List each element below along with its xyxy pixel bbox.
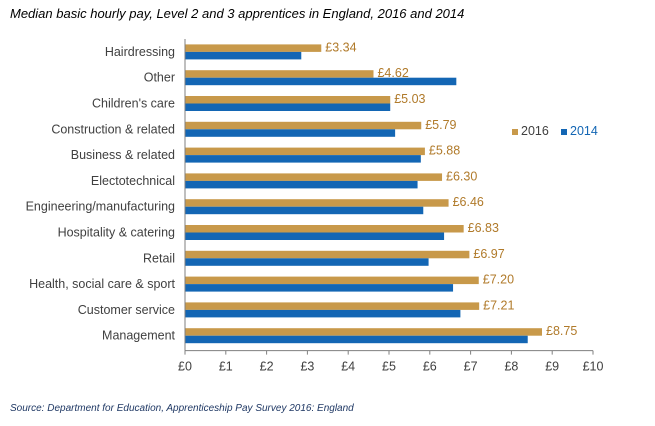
data-label-2016: £5.79 <box>425 118 456 132</box>
category-label: Retail <box>143 251 175 265</box>
bar-2014 <box>185 258 429 266</box>
chart-title: Median basic hourly pay, Level 2 and 3 a… <box>10 6 465 21</box>
category-label: Business & related <box>71 148 175 162</box>
data-label-2016: £5.03 <box>394 92 425 106</box>
bar-2014 <box>185 309 461 318</box>
bar-2014 <box>185 284 454 292</box>
bar-2016 <box>185 302 480 310</box>
x-tick-label: £2 <box>260 360 274 374</box>
data-label-2016: £8.75 <box>546 324 577 338</box>
bar-2014 <box>185 335 528 344</box>
bar-2014 <box>185 232 445 240</box>
data-label-2016: £6.83 <box>468 221 499 235</box>
legend-swatch-2016 <box>512 129 518 135</box>
x-tick-label: £4 <box>341 360 355 374</box>
bar-2014 <box>185 129 396 137</box>
data-label-2016: £4.62 <box>377 66 408 80</box>
category-label: Engineering/manufacturing <box>26 200 175 214</box>
bar-2016 <box>185 96 391 104</box>
x-tick-label: £6 <box>423 360 437 374</box>
legend-label-2016: 2016 <box>521 124 549 138</box>
bar-chart: Hairdressing £3.34 Other £4.62 Children's ca… <box>26 39 604 374</box>
data-label-2016: £6.30 <box>446 169 477 183</box>
category-label: Health, social care & sport <box>29 277 175 291</box>
data-label-2016: £3.34 <box>325 40 356 54</box>
bar-2016 <box>185 70 374 78</box>
bar-2016 <box>185 250 470 259</box>
bar-2016 <box>185 199 449 207</box>
x-tick-label: £8 <box>504 360 518 374</box>
bar-2016 <box>185 328 542 336</box>
legend-swatch-2014 <box>561 129 567 135</box>
x-tick-label: £9 <box>545 360 559 374</box>
category-label: Management <box>102 329 175 343</box>
source-note: Source: Department for Education, Appren… <box>10 403 354 414</box>
data-label-2016: £7.20 <box>483 273 514 287</box>
bar-2014 <box>185 77 457 86</box>
x-tick-label: £10 <box>583 360 604 374</box>
category-label: Construction & related <box>51 122 175 136</box>
x-tick-label: £0 <box>178 360 192 374</box>
bar-2016 <box>185 276 479 285</box>
x-tick-label: £1 <box>219 360 233 374</box>
bar-2014 <box>185 155 421 163</box>
category-label: Customer service <box>78 303 175 317</box>
bar-2016 <box>185 147 425 156</box>
x-tick-label: £5 <box>382 360 396 374</box>
category-label: Hospitality & catering <box>58 226 175 240</box>
bar-2016 <box>185 225 464 233</box>
x-tick-label: £7 <box>464 360 478 374</box>
bar-2014 <box>185 206 424 215</box>
legend-label-2014: 2014 <box>570 124 598 138</box>
data-label-2016: £7.21 <box>483 298 514 312</box>
category-label: Hairdressing <box>105 45 175 59</box>
category-label: Electotechnical <box>91 174 175 188</box>
bar-2016 <box>185 173 443 181</box>
data-label-2016: £6.46 <box>453 195 484 209</box>
bar-2014 <box>185 51 302 60</box>
bar-2016 <box>185 44 322 52</box>
x-tick-label: £3 <box>300 360 314 374</box>
bar-2014 <box>185 180 418 189</box>
category-label: Other <box>144 71 175 85</box>
category-label: Children's care <box>92 97 175 111</box>
data-label-2016: £5.88 <box>429 144 460 158</box>
bar-2016 <box>185 121 422 130</box>
data-label-2016: £6.97 <box>473 247 504 261</box>
bar-2014 <box>185 103 391 111</box>
